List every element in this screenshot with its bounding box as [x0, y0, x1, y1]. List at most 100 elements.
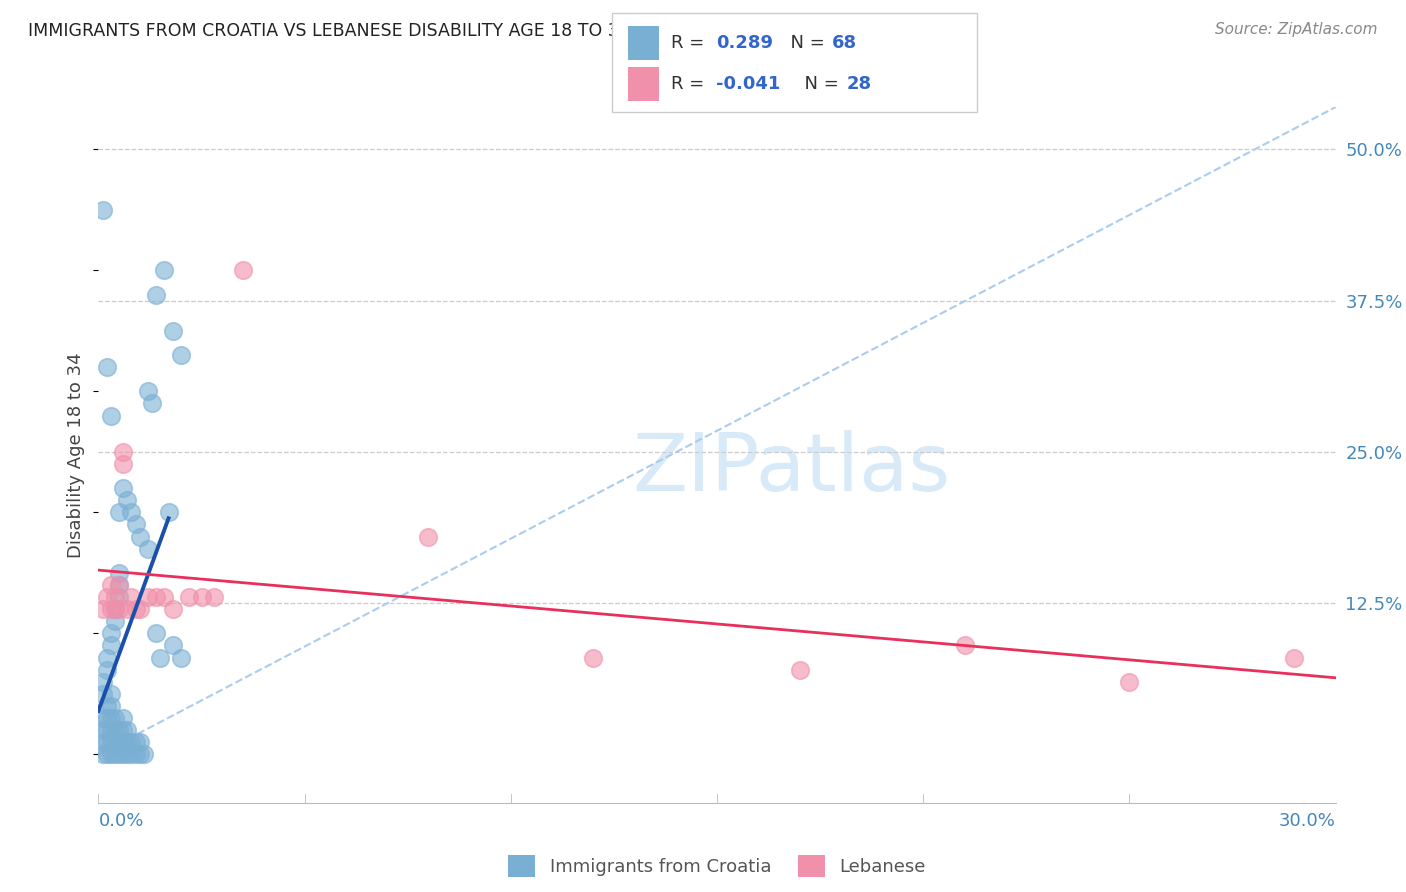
Point: [104, 615, 127, 629]
Point: [232, 263, 254, 277]
Text: IMMIGRANTS FROM CROATIA VS LEBANESE DISABILITY AGE 18 TO 34 CORRELATION CHART: IMMIGRANTS FROM CROATIA VS LEBANESE DISA…: [28, 22, 824, 40]
Point: [100, 578, 122, 592]
Point: [108, 578, 131, 592]
Point: [120, 505, 142, 519]
Point: [91, 723, 114, 738]
Point: [104, 735, 127, 749]
Point: [112, 723, 135, 738]
Point: [145, 287, 167, 301]
Point: [117, 723, 139, 738]
Point: [112, 445, 135, 459]
Point: [104, 590, 127, 604]
Text: N =: N =: [779, 34, 831, 52]
Point: [162, 602, 184, 616]
Point: [128, 602, 150, 616]
Point: [100, 409, 122, 423]
Point: [91, 747, 114, 762]
Point: [117, 747, 139, 762]
Point: [104, 711, 127, 725]
Point: [789, 663, 811, 677]
Point: [132, 747, 155, 762]
Text: -0.041: -0.041: [716, 75, 780, 93]
Point: [170, 348, 193, 362]
Point: [108, 747, 131, 762]
Point: [153, 590, 176, 604]
Point: [112, 481, 135, 495]
Point: [91, 202, 114, 217]
Point: [104, 602, 127, 616]
Point: [96, 711, 118, 725]
Point: [141, 396, 163, 410]
Point: [953, 639, 976, 653]
Point: [108, 602, 131, 616]
Point: [100, 723, 122, 738]
Point: [145, 626, 167, 640]
Point: [120, 735, 142, 749]
Point: [162, 639, 184, 653]
Point: [96, 663, 118, 677]
Point: [91, 687, 114, 701]
Text: R =: R =: [671, 34, 710, 52]
Text: Source: ZipAtlas.com: Source: ZipAtlas.com: [1215, 22, 1378, 37]
Point: [100, 602, 122, 616]
Point: [108, 735, 131, 749]
Point: [96, 650, 118, 665]
Point: [179, 590, 201, 604]
Y-axis label: Disability Age 18 to 34: Disability Age 18 to 34: [67, 352, 86, 558]
Point: [117, 493, 139, 508]
Point: [120, 747, 142, 762]
Point: [112, 747, 135, 762]
Point: [96, 590, 118, 604]
Point: [170, 650, 193, 665]
Point: [108, 723, 131, 738]
Point: [112, 735, 135, 749]
Point: [96, 735, 118, 749]
Point: [112, 711, 135, 725]
Point: [120, 590, 142, 604]
Point: [96, 698, 118, 713]
Legend: Immigrants from Croatia, Lebanese: Immigrants from Croatia, Lebanese: [501, 847, 934, 884]
Point: [582, 650, 605, 665]
Point: [149, 650, 172, 665]
Point: [128, 530, 150, 544]
Point: [100, 747, 122, 762]
Point: [124, 517, 146, 532]
Text: 30.0%: 30.0%: [1279, 813, 1336, 830]
Point: [128, 747, 150, 762]
Point: [96, 723, 118, 738]
Text: ZIPatlas: ZIPatlas: [633, 430, 950, 508]
Point: [96, 360, 118, 375]
Point: [124, 602, 146, 616]
Point: [91, 711, 114, 725]
Point: [96, 747, 118, 762]
Point: [1118, 674, 1140, 689]
Point: [124, 747, 146, 762]
Point: [108, 590, 131, 604]
Point: [1284, 650, 1306, 665]
Point: [100, 626, 122, 640]
Point: [117, 735, 139, 749]
Point: [104, 723, 127, 738]
Point: [108, 578, 131, 592]
Point: [100, 711, 122, 725]
Point: [128, 735, 150, 749]
Point: [136, 541, 159, 556]
Text: R =: R =: [671, 75, 710, 93]
Point: [104, 602, 127, 616]
Point: [145, 590, 167, 604]
Point: [162, 324, 184, 338]
Point: [100, 687, 122, 701]
Point: [112, 457, 135, 471]
Point: [190, 590, 212, 604]
Text: 0.0%: 0.0%: [98, 813, 143, 830]
Point: [100, 639, 122, 653]
Point: [100, 735, 122, 749]
Point: [136, 384, 159, 399]
Point: [117, 602, 139, 616]
Text: 28: 28: [846, 75, 872, 93]
Point: [157, 505, 180, 519]
Point: [202, 590, 225, 604]
Point: [108, 566, 131, 580]
Text: 0.289: 0.289: [716, 34, 773, 52]
Point: [100, 698, 122, 713]
